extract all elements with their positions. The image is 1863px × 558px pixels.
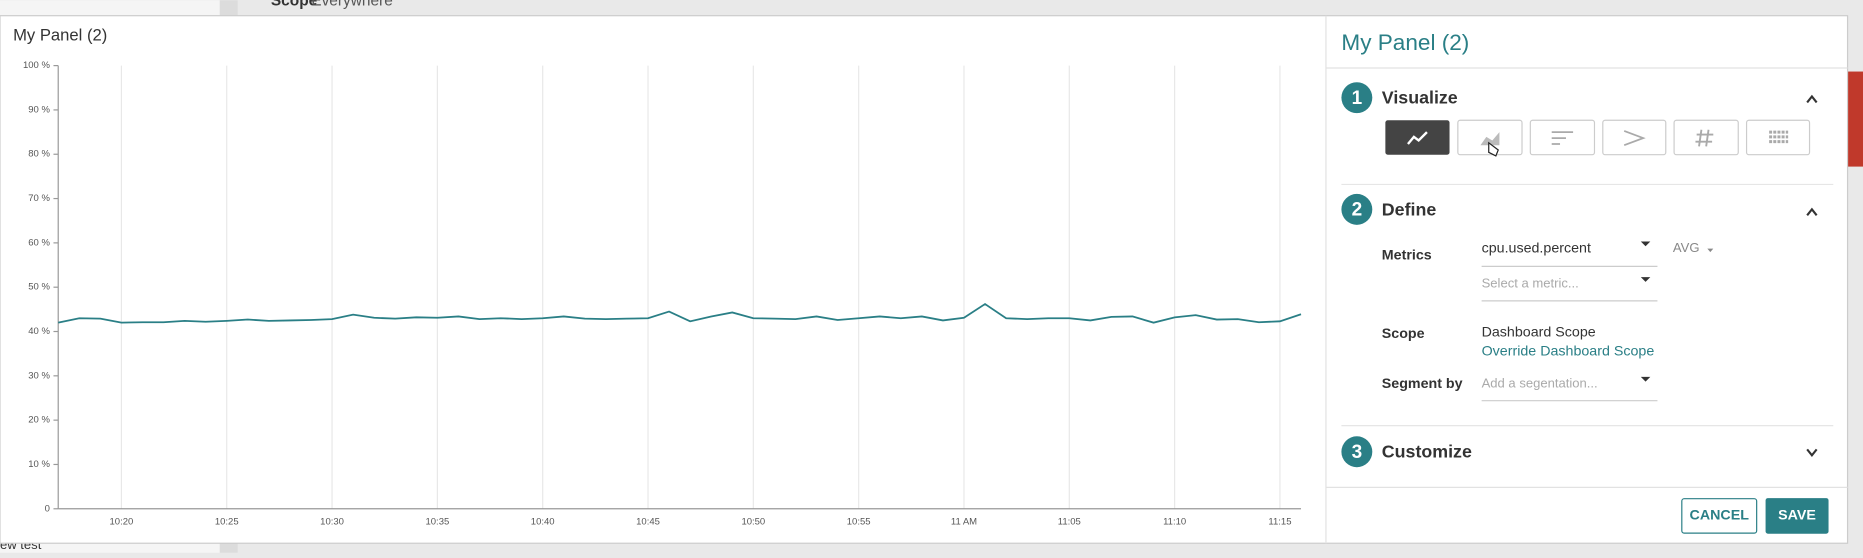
button-label: SAVE xyxy=(1778,508,1816,524)
step-badge xyxy=(1341,436,1373,468)
save-button[interactable] xyxy=(1765,498,1829,534)
icon xyxy=(1551,131,1574,145)
modal xyxy=(0,15,1849,544)
field-label: Scope xyxy=(1382,326,1425,342)
x-tick-label: 10:55 xyxy=(847,516,871,527)
y-tick-label: 0 xyxy=(45,503,50,514)
x-tick-label: 11 AM xyxy=(951,516,977,527)
y-tick-label: 50 % xyxy=(28,282,50,293)
y-tick-label: 80 % xyxy=(28,149,50,160)
icon xyxy=(1480,132,1500,146)
x-tick-label: 11:15 xyxy=(1268,516,1291,527)
aggregation-select[interactable]: AVG xyxy=(1673,240,1700,255)
x-tick-label: 10:30 xyxy=(320,516,344,527)
chart-title: My Panel (2) xyxy=(13,25,107,44)
series-line xyxy=(58,302,1302,324)
x-tick-label: 10:20 xyxy=(110,516,134,527)
dropdown-arrow xyxy=(1640,277,1651,282)
viz-line[interactable] xyxy=(1385,120,1450,155)
y-tick-label: 30 % xyxy=(28,370,50,381)
y-tick-label: 20 % xyxy=(28,415,50,426)
step[interactable]: 1 Visualize xyxy=(1341,82,1818,114)
y-tick-label: 40 % xyxy=(28,326,50,337)
chart: My Panel (2) 10:20 10:25 10:30 10:35 10:40 10… xyxy=(13,25,1302,527)
icon xyxy=(1769,130,1789,144)
x-tick-label: 10:40 xyxy=(531,516,555,527)
step-label: Visualize xyxy=(1382,88,1458,108)
step-badge xyxy=(1341,193,1373,225)
viz-area[interactable] xyxy=(1457,119,1523,156)
scope-link[interactable]: Override Dashboard Scope xyxy=(1482,344,1655,360)
y-tick-label: 70 % xyxy=(28,193,50,204)
breadcrumb: Everywhere xyxy=(311,0,393,10)
x-tick-label: 10:35 xyxy=(425,516,449,527)
step-number: 1 xyxy=(1352,88,1363,109)
dropdown-arrow xyxy=(1707,248,1714,253)
x-tick-label: 10:45 xyxy=(636,516,660,527)
background-banner xyxy=(1847,71,1863,167)
scope-value: Dashboard Scope xyxy=(1482,325,1596,341)
step-number: 2 xyxy=(1352,200,1363,221)
button-label: CANCEL xyxy=(1690,508,1750,524)
icon xyxy=(1623,130,1646,147)
viz-topology[interactable] xyxy=(1602,119,1667,156)
cursor xyxy=(1488,141,1499,157)
step-label: Define xyxy=(1382,199,1437,219)
step-label: Customize xyxy=(1382,442,1472,462)
y-tick-label: 60 % xyxy=(28,237,50,248)
dropdown-arrow xyxy=(1640,241,1651,247)
field-label: Metrics xyxy=(1382,247,1432,263)
segment-select[interactable]: Add a segentation... xyxy=(1482,375,1598,390)
y-tick-label: 100 % xyxy=(23,60,50,71)
dropdown-arrow xyxy=(1640,376,1651,382)
chevron-up xyxy=(1806,207,1818,216)
y-tick-label: 10 % xyxy=(28,459,50,470)
chevron-down xyxy=(1806,448,1818,458)
step[interactable]: 2 Define xyxy=(1341,193,1818,225)
chevron-up xyxy=(1806,94,1818,104)
metric-select[interactable]: Select a metric... xyxy=(1482,276,1579,291)
field-label: Segment by xyxy=(1382,376,1463,392)
editor: My Panel (2) 1 Visualize 2 Define 3 Cust… xyxy=(1325,30,1848,534)
icon xyxy=(1695,129,1714,147)
x-tick-label: 11:05 xyxy=(1058,516,1081,527)
icon xyxy=(1407,131,1428,145)
y-tick-label: 90 % xyxy=(28,104,50,115)
x-tick-label: 11:10 xyxy=(1163,516,1186,527)
viz-number[interactable] xyxy=(1673,119,1739,156)
metric-select[interactable]: cpu.used.percent xyxy=(1482,240,1591,256)
step-badge xyxy=(1341,82,1373,114)
step[interactable]: 3 Customize xyxy=(1341,436,1818,468)
x-tick-label: 10:50 xyxy=(741,516,765,527)
cancel-button[interactable] xyxy=(1681,498,1758,534)
editor-title: My Panel (2) xyxy=(1341,30,1469,55)
x-tick-label: 10:25 xyxy=(215,516,239,527)
step-number: 3 xyxy=(1352,442,1363,463)
breadcrumb: Scope xyxy=(271,0,318,10)
